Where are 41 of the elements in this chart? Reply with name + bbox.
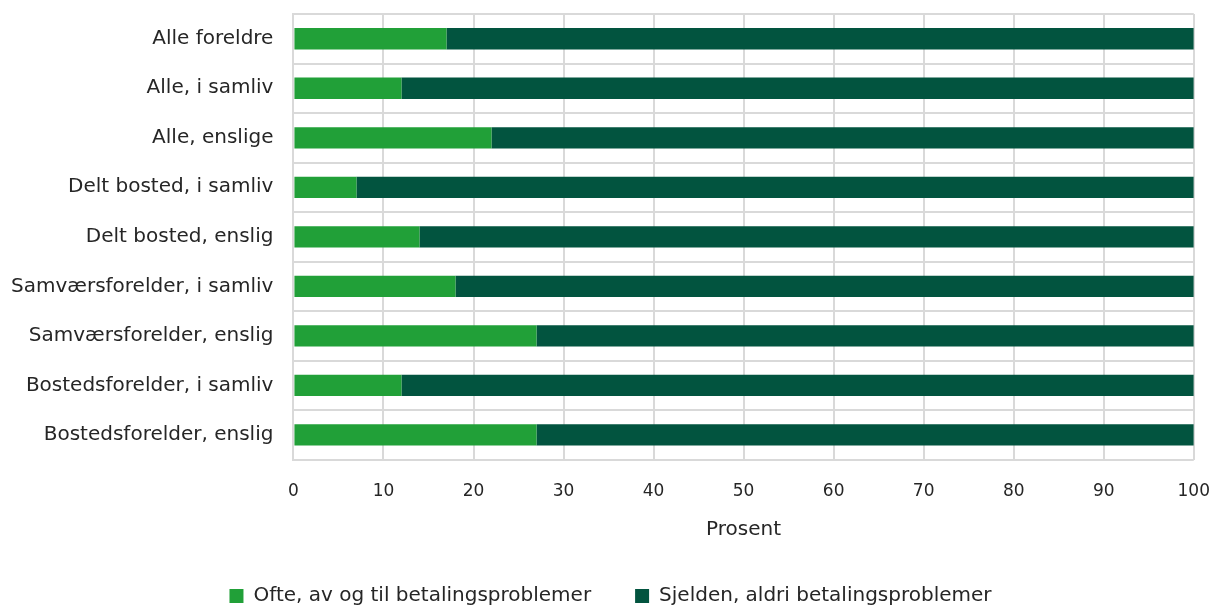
bar	[294, 176, 357, 198]
legend-label: Ofte, av og til betalingsproblemer	[253, 582, 592, 607]
y-tick-label: Delt bosted, enslig	[85, 223, 274, 247]
x-tick-label: 20	[462, 480, 485, 501]
bar	[536, 424, 1194, 446]
x-tick-label: 70	[912, 480, 935, 501]
legend-label: Sjelden, aldri betalingsproblemer	[659, 582, 993, 607]
bar	[294, 275, 456, 297]
x-tick-label: 80	[1002, 480, 1025, 501]
bar	[294, 127, 492, 149]
bar	[294, 374, 402, 396]
bar	[401, 374, 1194, 396]
y-tick-label: Alle foreldre	[152, 24, 274, 49]
bar	[401, 77, 1194, 99]
y-tick-label: Samværsforelder, i samliv	[10, 272, 274, 297]
bar	[536, 325, 1194, 347]
x-axis-title: Prosent	[706, 516, 782, 541]
bar	[294, 226, 420, 248]
bar	[294, 77, 402, 99]
bar	[419, 226, 1194, 248]
y-tick-label: Alle, enslige	[152, 123, 274, 148]
x-tick-label: 50	[732, 480, 755, 501]
y-tick-label: Delt bosted, i samliv	[68, 173, 274, 198]
bar	[294, 325, 537, 347]
bar	[294, 28, 447, 50]
bar	[455, 275, 1194, 297]
x-tick-label: 30	[552, 480, 575, 501]
y-tick-label: Bostedsforelder, enslig	[43, 421, 274, 446]
x-tick-label: 40	[642, 480, 665, 501]
x-tick-label: 100	[1177, 480, 1210, 501]
bar	[294, 424, 537, 446]
x-tick-label: 10	[372, 480, 395, 501]
bar	[491, 127, 1194, 149]
y-tick-label: Bostedsforelder, i samliv	[25, 371, 274, 396]
y-tick-label: Alle, i samliv	[146, 74, 274, 99]
x-tick-label: 60	[822, 480, 845, 501]
bar	[446, 28, 1194, 50]
x-tick-label: 0	[288, 480, 299, 501]
x-tick-label: 90	[1092, 480, 1115, 501]
y-tick-label: Samværsforelder, enslig	[28, 322, 274, 347]
bar	[356, 176, 1194, 198]
